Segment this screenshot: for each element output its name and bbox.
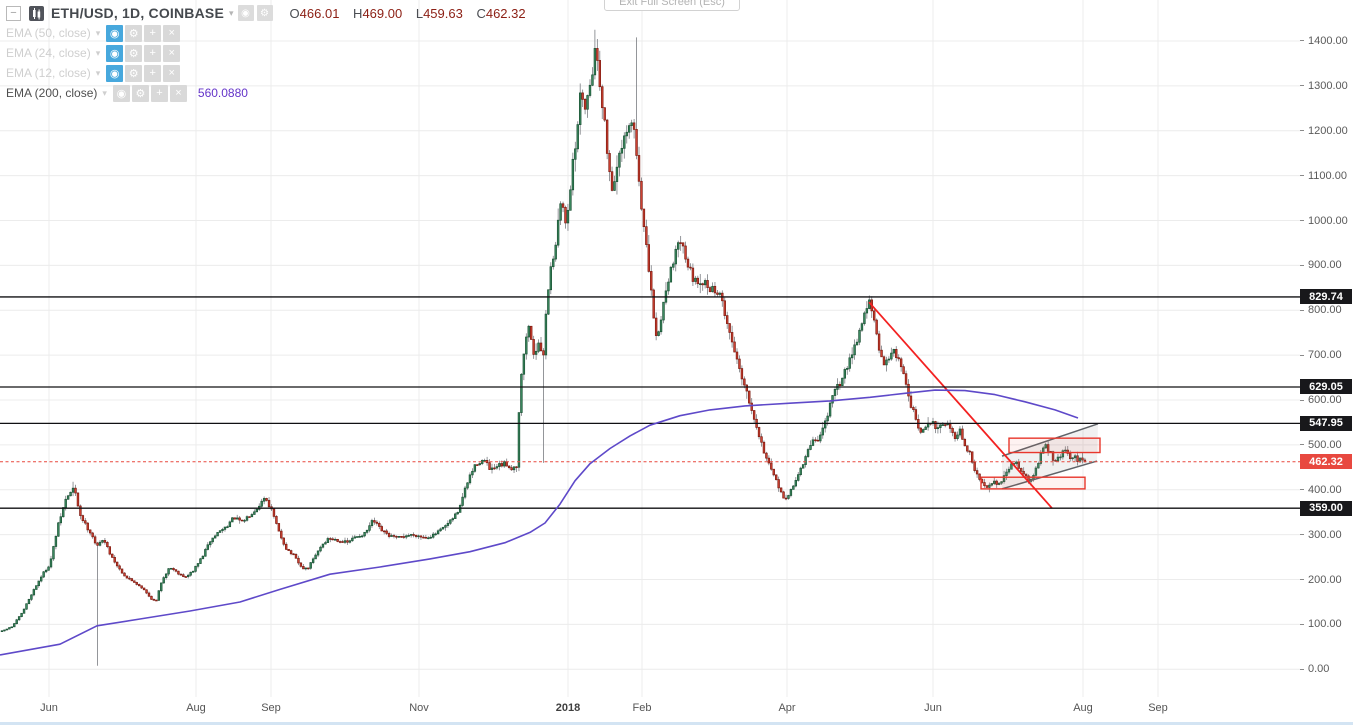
indicator-row: EMA (200, close) ▾ ◉ ⚙ + × 560.0880	[6, 83, 526, 103]
ema200-line[interactable]	[0, 389, 1079, 656]
indicator-label: EMA (24, close)	[6, 46, 91, 60]
low-value: 459.63	[423, 5, 463, 21]
high-label: H	[353, 5, 363, 21]
indicator-rows: EMA (50, close) ▾ ◉ ⚙ + × EMA (24, close) ▾ ◉ ⚙ + ×…	[6, 23, 526, 103]
price-tick-label: 900.00	[1300, 259, 1342, 271]
collapse-legend-button[interactable]: −	[6, 5, 21, 21]
time-tick-label: Feb	[632, 702, 652, 714]
settings-icon[interactable]: ⚙	[131, 84, 149, 102]
open-label: O	[289, 5, 300, 21]
close-icon[interactable]: ×	[169, 84, 187, 102]
price-tick-label: 800.00	[1300, 304, 1342, 316]
price-tick-label: 500.00	[1300, 439, 1342, 451]
add-icon[interactable]: +	[144, 44, 162, 62]
rising-channel[interactable]	[1001, 423, 1099, 490]
time-tick-label: 2018	[555, 702, 581, 714]
add-icon[interactable]: +	[144, 24, 162, 42]
settings-icon[interactable]: ⚙	[125, 64, 143, 82]
price-level-badge: 629.05	[1300, 379, 1352, 395]
time-tick-label: Jun	[924, 702, 942, 714]
support-zone[interactable]	[980, 476, 1086, 490]
indicator-caret[interactable]: ▾	[95, 47, 101, 58]
settings-icon[interactable]: ⚙	[256, 5, 273, 21]
high-value: 469.00	[362, 5, 403, 21]
candlestick-series	[0, 29, 1087, 666]
symbol-dropdown-caret[interactable]: ▾	[229, 7, 234, 18]
price-tick-label: 200.00	[1300, 574, 1342, 586]
price-tick-label: 1300.00	[1300, 80, 1348, 92]
indicator-caret[interactable]: ▾	[102, 87, 107, 98]
indicator-value: 560.0880	[197, 86, 248, 100]
visibility-icon[interactable]: ◉	[106, 44, 124, 62]
price-tick-label: 1000.00	[1300, 215, 1348, 227]
downtrend-line[interactable]	[868, 301, 1053, 509]
add-icon[interactable]: +	[144, 64, 162, 82]
settings-icon[interactable]: ⚙	[125, 24, 143, 42]
time-tick-label: Nov	[409, 702, 429, 714]
legend-panel: − ETH/USD, 1D, COINBASE ▾ ◉ ⚙ O466.01 H4…	[6, 3, 526, 103]
indicator-row: EMA (50, close) ▾ ◉ ⚙ + ×	[6, 23, 526, 43]
time-tick-label: Sep	[1148, 702, 1168, 714]
price-tick-label: 1100.00	[1300, 170, 1347, 182]
candlestick-style-icon	[29, 5, 44, 21]
price-level-badge: 547.95	[1300, 415, 1352, 431]
time-tick-label: Jun	[40, 702, 58, 714]
price-tick-label: 400.00	[1300, 484, 1342, 496]
time-axis[interactable]: Jun Aug Sep Nov 2018 Feb Apr Jun Aug Sep	[0, 697, 1353, 723]
close-icon[interactable]: ×	[163, 24, 181, 42]
indicator-row: EMA (12, close) ▾ ◉ ⚙ + ×	[6, 63, 526, 83]
add-icon[interactable]: +	[150, 84, 168, 102]
close-value: 462.32	[485, 5, 526, 21]
price-tick-label: 700.00	[1300, 349, 1342, 361]
visibility-icon[interactable]: ◉	[106, 64, 124, 82]
current-price-badge: 462.32	[1300, 454, 1352, 470]
grid-lines	[0, 0, 1300, 697]
close-icon[interactable]: ×	[163, 64, 181, 82]
time-tick-label: Apr	[778, 702, 796, 714]
price-axis[interactable]: 0.00 100.00 200.00 300.00 400.00 500.00 600.00…	[1300, 0, 1353, 697]
price-tick-label: 0.00	[1300, 663, 1329, 675]
price-tick-label: 1400.00	[1300, 35, 1348, 47]
visibility-icon[interactable]: ◉	[106, 24, 124, 42]
indicator-row: EMA (24, close) ▾ ◉ ⚙ + ×	[6, 43, 526, 63]
close-label: C	[476, 5, 486, 21]
indicator-label: EMA (50, close)	[6, 26, 91, 40]
ohlc-readout: O466.01 H469.00 L459.63 C462.32	[290, 6, 526, 21]
price-tick-label: 300.00	[1300, 529, 1342, 541]
open-value: 466.01	[299, 5, 340, 21]
bottom-edge-strip	[0, 722, 1353, 725]
low-label: L	[415, 5, 424, 21]
time-tick-label: Aug	[186, 702, 206, 714]
close-icon[interactable]: ×	[163, 44, 181, 62]
price-level-badge: 829.74	[1300, 289, 1352, 305]
symbol-row: − ETH/USD, 1D, COINBASE ▾ ◉ ⚙ O466.01 H4…	[6, 3, 526, 23]
exit-fullscreen-tooltip: Exit Full Screen (Esc)	[604, 0, 740, 11]
settings-icon[interactable]: ⚙	[125, 44, 143, 62]
price-tick-label: 600.00	[1300, 394, 1342, 406]
symbol-title[interactable]: ETH/USD, 1D, COINBASE	[51, 5, 224, 21]
price-levels[interactable]	[0, 296, 1300, 509]
time-tick-label: Aug	[1073, 702, 1093, 714]
indicator-caret[interactable]: ▾	[95, 27, 101, 38]
time-tick-label: Sep	[261, 702, 281, 714]
price-tick-label: 100.00	[1300, 618, 1342, 630]
resistance-zone[interactable]	[1008, 437, 1101, 454]
visibility-icon[interactable]: ◉	[237, 5, 254, 21]
visibility-icon[interactable]: ◉	[112, 84, 130, 102]
indicator-caret[interactable]: ▾	[95, 67, 101, 78]
price-tick-label: 1200.00	[1300, 125, 1348, 137]
price-level-badge: 359.00	[1300, 500, 1352, 516]
indicator-label: EMA (200, close)	[6, 86, 98, 100]
indicator-label: EMA (12, close)	[6, 66, 91, 80]
